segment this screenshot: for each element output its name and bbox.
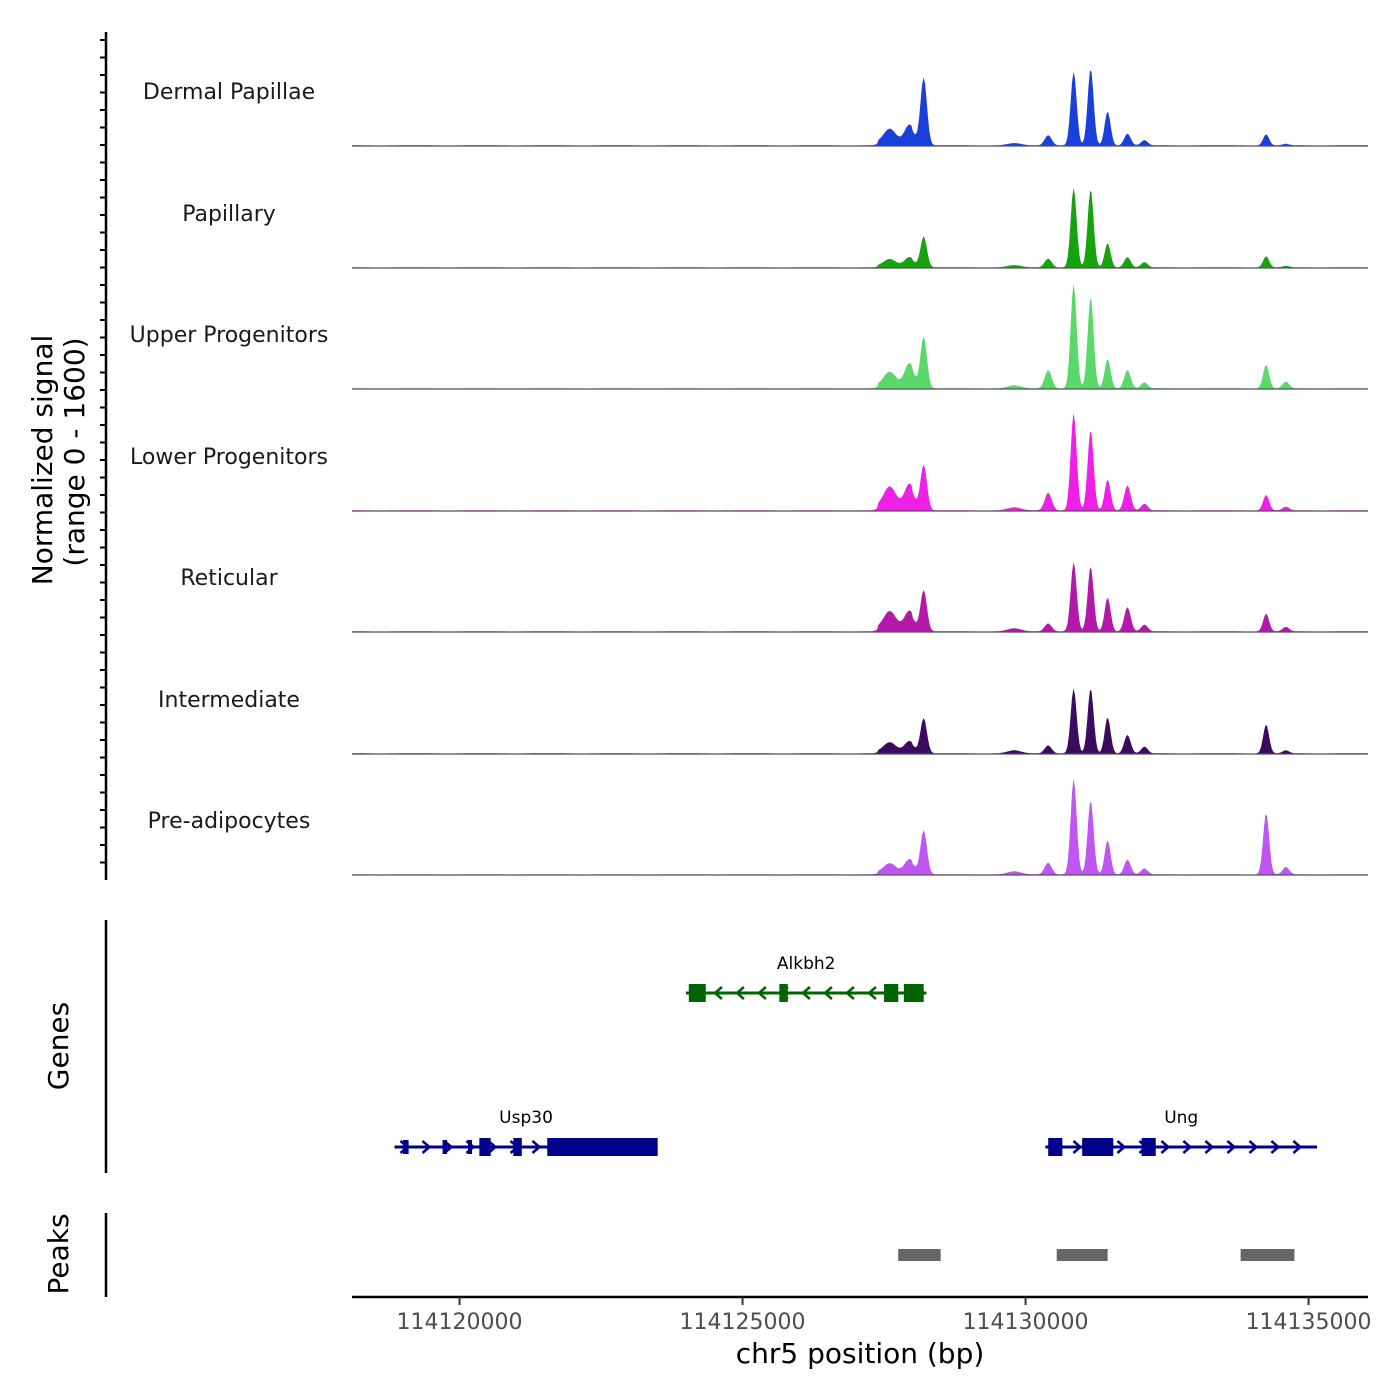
strand-arrow-icon	[801, 986, 811, 1000]
x-tick-label: 114130000	[963, 1310, 1089, 1335]
x-axis-ticks: 114120000 114125000 114130000 114135000	[397, 1297, 1372, 1335]
gene-exon	[1048, 1138, 1063, 1156]
strand-arrow-icon	[1226, 1140, 1237, 1154]
coverage-track-lower-progenitors: Lower Progenitors	[130, 413, 1368, 512]
coverage-area	[352, 778, 1368, 875]
genes-track-label: Genes	[42, 1002, 75, 1090]
track-label: Papillary	[182, 202, 276, 227]
strand-arrow-icon	[531, 1140, 542, 1154]
coverage-tracks: Dermal Papillae Papillary Upper Progenitor…	[130, 70, 1368, 876]
x-tick-label: 114125000	[680, 1310, 806, 1335]
peak-region	[1056, 1249, 1108, 1261]
strand-arrow-icon	[1292, 1140, 1303, 1154]
coverage-track-papillary: Papillary	[182, 187, 1368, 269]
gene-usp30: Usp30	[394, 1108, 658, 1156]
peak-region	[898, 1249, 941, 1261]
y-axis-title-line2: (range 0 - 1600)	[58, 337, 91, 566]
gene-alkbh2: Alkbh2	[685, 954, 927, 1002]
gene-exon	[903, 984, 924, 1002]
y-axis-title: Normalized signal (range 0 - 1600)	[26, 335, 91, 586]
coverage-track-pre-adipocytes: Pre-adipocytes	[148, 778, 1368, 876]
gene-exon	[442, 1140, 448, 1154]
strand-arrow-icon	[1072, 1140, 1083, 1154]
track-label: Lower Progenitors	[130, 445, 328, 470]
strand-arrow-icon	[1160, 1140, 1171, 1154]
gene-label: Alkbh2	[777, 954, 836, 974]
y-axis-title-line1: Normalized signal	[26, 335, 59, 586]
coverage-area	[352, 187, 1368, 268]
peaks-track-label: Peaks	[42, 1213, 75, 1294]
coverage-area	[352, 688, 1368, 754]
track-label: Reticular	[180, 566, 278, 591]
gene-exon	[402, 1140, 409, 1154]
gene-exon	[468, 1140, 472, 1154]
x-tick-label: 114120000	[397, 1310, 523, 1335]
strand-arrow-icon	[845, 986, 855, 1000]
strand-arrow-icon	[735, 986, 745, 1000]
coverage-track-upper-progenitors: Upper Progenitors	[130, 283, 1368, 390]
coverage-track-intermediate: Intermediate	[158, 688, 1368, 755]
strand-arrow-icon	[1270, 1140, 1281, 1154]
peaks-track	[898, 1249, 1295, 1261]
strand-arrow-icon	[487, 1140, 498, 1154]
gene-exon	[479, 1138, 491, 1156]
coverage-area	[352, 413, 1368, 511]
peak-region	[1240, 1249, 1295, 1261]
strand-arrow-icon	[1116, 1140, 1127, 1154]
genes-track: Alkbh2 Usp30 Ung	[394, 954, 1318, 1156]
track-label: Pre-adipocytes	[148, 809, 311, 834]
strand-arrow-icon	[1204, 1140, 1215, 1154]
gene-exon	[1082, 1138, 1114, 1156]
gene-exon	[547, 1138, 658, 1156]
gene-exon	[1141, 1138, 1156, 1156]
strand-arrow-icon	[713, 986, 723, 1000]
coverage-area	[352, 70, 1368, 146]
strand-arrow-icon	[1182, 1140, 1193, 1154]
coverage-area	[352, 562, 1368, 632]
strand-arrow-icon	[867, 986, 877, 1000]
strand-arrow-icon	[757, 986, 767, 1000]
signal-y-ticks	[100, 39, 106, 864]
gene-exon	[779, 984, 788, 1002]
x-tick-label: 114135000	[1246, 1310, 1372, 1335]
gene-ung: Ung	[1045, 1108, 1318, 1156]
strand-arrow-icon	[421, 1140, 432, 1154]
track-label: Intermediate	[158, 688, 300, 713]
track-label: Dermal Papillae	[143, 80, 315, 105]
strand-arrow-icon	[1248, 1140, 1259, 1154]
gene-label: Ung	[1164, 1108, 1198, 1128]
coverage-area	[352, 283, 1368, 389]
gene-label: Usp30	[499, 1108, 553, 1128]
strand-arrow-icon	[823, 986, 833, 1000]
x-axis-title: chr5 position (bp)	[736, 1337, 985, 1370]
coverage-track-reticular: Reticular	[180, 562, 1368, 633]
gene-exon	[884, 984, 899, 1002]
track-label: Upper Progenitors	[130, 323, 329, 348]
coverage-track-dermal-papillae: Dermal Papillae	[143, 70, 1368, 147]
gene-exon	[688, 984, 706, 1002]
gene-exon	[513, 1138, 522, 1156]
